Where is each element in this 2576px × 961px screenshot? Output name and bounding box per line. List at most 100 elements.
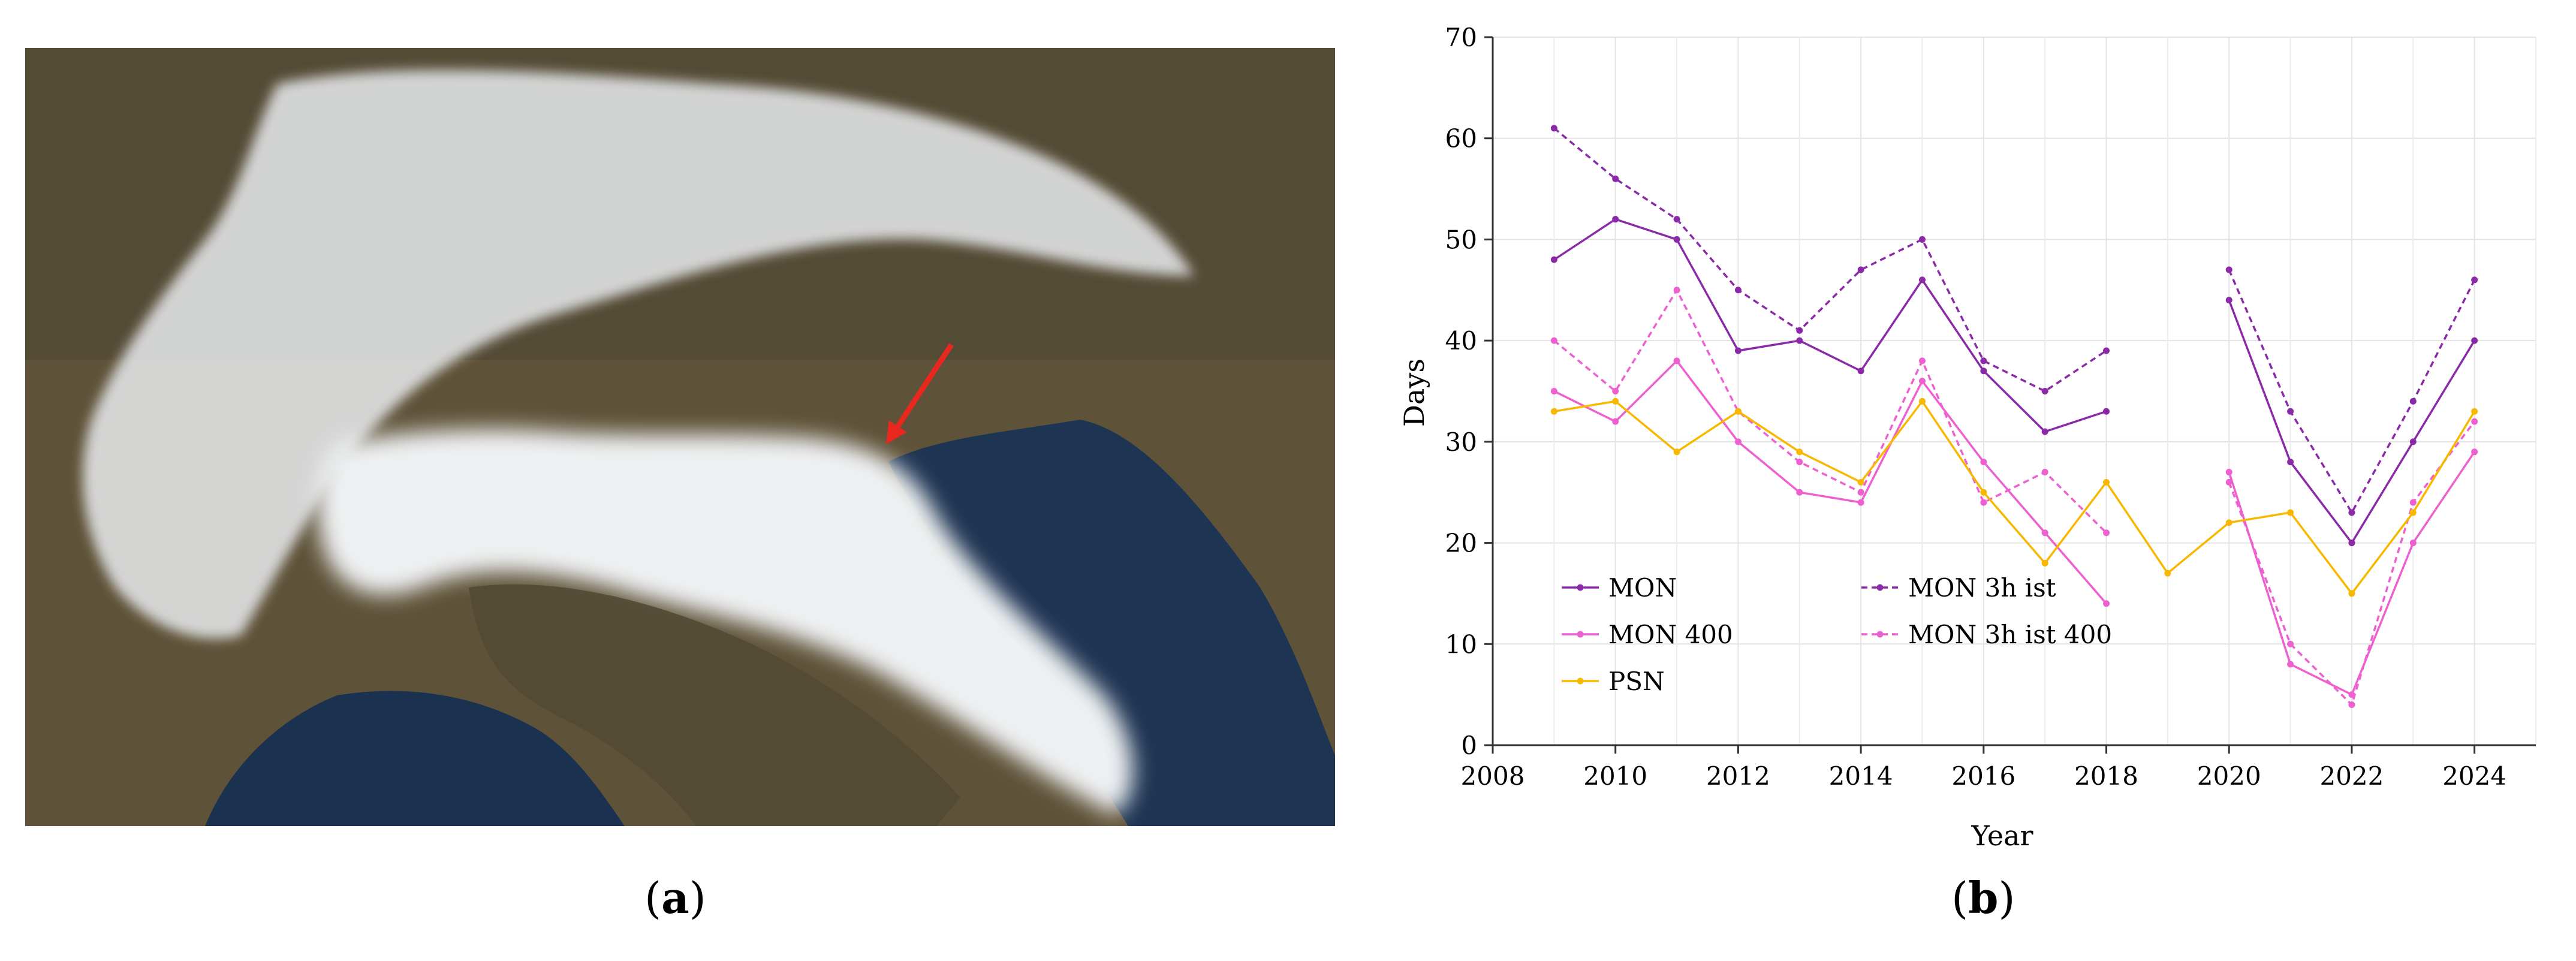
data-point-mon bbox=[2225, 297, 2232, 304]
data-point-mon-400 bbox=[2225, 468, 2232, 475]
data-point-psn bbox=[2164, 570, 2171, 577]
location-arrow bbox=[886, 343, 954, 445]
ligurian-sea bbox=[205, 691, 625, 826]
data-point-psn bbox=[2041, 559, 2048, 567]
legend-label: MON 3h ist 400 bbox=[1908, 620, 2112, 649]
satellite-image-svg bbox=[25, 48, 1335, 826]
caption-a: (a) bbox=[644, 872, 706, 923]
data-point-mon bbox=[2471, 337, 2478, 344]
data-point-mon-3h-ist bbox=[2103, 347, 2110, 354]
series-line-mon-3h-ist-400 bbox=[1553, 288, 2107, 534]
data-point-mon-3h-ist bbox=[1980, 357, 1987, 364]
data-point-mon-400 bbox=[2287, 661, 2294, 668]
satellite-image bbox=[25, 48, 1335, 826]
series-line-mon-3h-ist bbox=[2228, 269, 2476, 515]
data-point-mon bbox=[1918, 276, 1926, 284]
data-point-psn bbox=[1918, 397, 1926, 405]
adriatic-sea bbox=[888, 420, 1335, 826]
series-mon-3h-ist-400 bbox=[1550, 287, 2478, 709]
legend-item: PSN bbox=[1562, 667, 1665, 696]
data-point-mon-3h-ist bbox=[1857, 266, 1864, 273]
data-point-mon-3h-ist bbox=[1612, 175, 1619, 182]
y-tick-label: 50 bbox=[1445, 225, 1477, 254]
x-tick-label: 2018 bbox=[2074, 761, 2138, 791]
data-point-mon-400 bbox=[1734, 438, 1742, 445]
legend-item: MON bbox=[1562, 573, 1677, 602]
series-line-mon-3h-ist bbox=[1553, 127, 2107, 393]
data-point-mon bbox=[1550, 256, 1557, 263]
data-point-mon-3h-ist bbox=[2225, 266, 2232, 273]
data-point-mon-3h-ist-400 bbox=[1550, 337, 1557, 344]
caption-b: (b) bbox=[1951, 872, 2015, 923]
data-point-mon-3h-ist-400 bbox=[2225, 478, 2232, 486]
data-point-mon bbox=[1796, 337, 1803, 344]
caption-b-open: ( bbox=[1951, 873, 1969, 923]
caption-a-letter: a bbox=[661, 872, 689, 923]
data-point-mon bbox=[1734, 347, 1742, 354]
data-point-mon-400 bbox=[1796, 489, 1803, 496]
legend-label: PSN bbox=[1608, 667, 1665, 696]
data-point-mon-3h-ist bbox=[1734, 287, 1742, 294]
x-tick-label: 2010 bbox=[1583, 761, 1647, 791]
data-point-mon-3h-ist bbox=[2287, 408, 2294, 415]
series-mon-400 bbox=[1550, 357, 2478, 698]
chart-svg: 0 10 20 30 40 50 60 70 2008 2010 2012 2014 2016 2018 2… bbox=[1398, 23, 2536, 852]
y-tick-label: 20 bbox=[1445, 529, 1477, 558]
legend-marker bbox=[1577, 584, 1584, 591]
y-tick-label: 30 bbox=[1445, 427, 1477, 457]
data-point-psn bbox=[1673, 448, 1680, 456]
data-point-mon-3h-ist bbox=[1550, 125, 1557, 132]
data-point-mon bbox=[2348, 540, 2355, 547]
data-point-psn bbox=[1612, 397, 1619, 405]
x-axis-label: Year bbox=[1971, 820, 2033, 852]
data-point-mon-3h-ist bbox=[2348, 509, 2355, 516]
data-point-mon bbox=[1612, 216, 1619, 223]
data-point-mon-400 bbox=[1980, 459, 1987, 466]
data-point-mon-3h-ist-400 bbox=[2041, 468, 2048, 475]
legend-label: MON bbox=[1608, 573, 1677, 602]
data-point-mon-400 bbox=[2471, 448, 2478, 456]
y-axis-label: Days bbox=[1398, 359, 1430, 427]
legend-item: MON 3h ist 400 bbox=[1861, 620, 2112, 649]
x-tick-label: 2016 bbox=[1951, 761, 2015, 791]
x-tick-label: 2014 bbox=[1829, 761, 1893, 791]
caption-a-open: ( bbox=[644, 873, 662, 923]
caption-b-close: ) bbox=[1998, 873, 2015, 923]
legend: MON MON 3h ist MON 400 MON 3h ist 400 PSN bbox=[1562, 573, 2112, 696]
data-point-mon bbox=[1980, 367, 1987, 375]
legend-marker bbox=[1577, 631, 1584, 638]
data-point-mon-400 bbox=[1918, 378, 1926, 385]
data-point-mon-3h-ist bbox=[1673, 216, 1680, 223]
po-valley-fog bbox=[317, 429, 1133, 815]
y-tick-label: 0 bbox=[1461, 731, 1477, 760]
x-tick-label: 2022 bbox=[2319, 761, 2384, 791]
data-point-mon bbox=[1673, 236, 1680, 243]
data-point-psn bbox=[1980, 489, 1987, 496]
y-tick-label: 10 bbox=[1445, 629, 1477, 659]
series-line-mon-400 bbox=[1553, 359, 2107, 604]
grid bbox=[1493, 37, 2536, 745]
legend-marker bbox=[1876, 584, 1884, 591]
data-point-psn bbox=[2348, 590, 2355, 597]
data-point-mon-400 bbox=[1612, 418, 1619, 425]
x-tick-label: 2020 bbox=[2197, 761, 2261, 791]
y-tick-label: 40 bbox=[1445, 326, 1477, 356]
data-point-psn bbox=[2225, 519, 2232, 526]
data-point-psn bbox=[1550, 408, 1557, 415]
x-tick-label: 2012 bbox=[1706, 761, 1770, 791]
data-point-mon-3h-ist-400 bbox=[2287, 640, 2294, 647]
legend-label: MON 400 bbox=[1608, 620, 1733, 649]
series bbox=[1550, 125, 2478, 709]
x-tick-label: 2024 bbox=[2442, 761, 2506, 791]
x-tick-label: 2008 bbox=[1461, 761, 1525, 791]
data-point-mon-3h-ist-400 bbox=[1918, 357, 1926, 364]
data-point-psn bbox=[2471, 408, 2478, 415]
data-point-psn bbox=[2287, 509, 2294, 516]
data-point-mon bbox=[2287, 459, 2294, 466]
data-point-mon-400 bbox=[1673, 357, 1680, 364]
series-psn bbox=[1550, 397, 2478, 597]
legend-item: MON 400 bbox=[1562, 620, 1733, 649]
data-point-mon-3h-ist-400 bbox=[2103, 529, 2110, 537]
legend-item: MON 3h ist bbox=[1861, 573, 2056, 602]
series-line-psn bbox=[1554, 399, 2476, 595]
